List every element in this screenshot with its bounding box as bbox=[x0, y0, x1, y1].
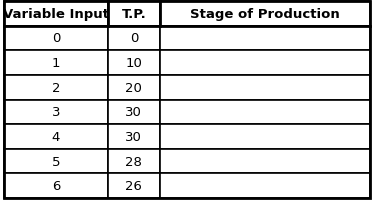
Text: 1: 1 bbox=[52, 57, 60, 70]
Bar bbox=[108, 75, 159, 100]
Bar bbox=[108, 26, 159, 51]
Bar bbox=[4, 149, 108, 173]
Bar bbox=[108, 100, 159, 124]
Text: 28: 28 bbox=[125, 155, 142, 168]
Text: 2: 2 bbox=[52, 81, 60, 94]
Text: 6: 6 bbox=[52, 179, 60, 192]
Bar bbox=[159, 26, 370, 51]
Text: 10: 10 bbox=[125, 57, 142, 70]
Text: 0: 0 bbox=[52, 32, 60, 45]
Bar bbox=[159, 2, 370, 26]
Text: 30: 30 bbox=[125, 106, 142, 119]
Text: 30: 30 bbox=[125, 130, 142, 143]
Bar bbox=[159, 100, 370, 124]
Bar bbox=[159, 51, 370, 75]
Bar bbox=[159, 124, 370, 149]
Bar bbox=[4, 2, 108, 26]
Bar bbox=[4, 51, 108, 75]
Text: 4: 4 bbox=[52, 130, 60, 143]
Bar bbox=[159, 75, 370, 100]
Bar bbox=[108, 51, 159, 75]
Bar bbox=[108, 149, 159, 173]
Bar bbox=[159, 149, 370, 173]
Text: 0: 0 bbox=[130, 32, 138, 45]
Text: 3: 3 bbox=[52, 106, 60, 119]
Bar bbox=[4, 26, 108, 51]
Text: 5: 5 bbox=[52, 155, 60, 168]
Bar bbox=[159, 173, 370, 198]
Text: T.P.: T.P. bbox=[122, 8, 146, 21]
Text: Stage of Production: Stage of Production bbox=[190, 8, 340, 21]
Bar bbox=[108, 124, 159, 149]
Bar bbox=[4, 173, 108, 198]
Text: 20: 20 bbox=[125, 81, 142, 94]
Bar bbox=[4, 100, 108, 124]
Bar bbox=[108, 2, 159, 26]
Bar bbox=[108, 173, 159, 198]
Bar bbox=[4, 75, 108, 100]
Bar bbox=[4, 124, 108, 149]
Text: 26: 26 bbox=[125, 179, 142, 192]
Text: Variable Input: Variable Input bbox=[3, 8, 109, 21]
